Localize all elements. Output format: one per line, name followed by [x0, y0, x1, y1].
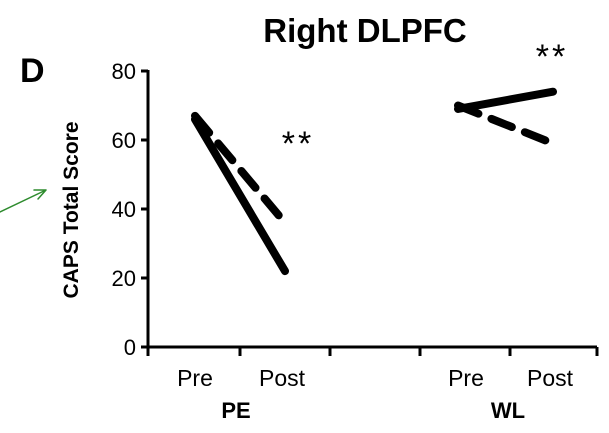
arrow-icon: [0, 189, 47, 213]
chart-title: Right DLPFC: [263, 12, 466, 49]
significance-marker: **: [282, 125, 314, 163]
panel-label: D: [20, 52, 45, 90]
y-tick-label: 20: [112, 266, 136, 291]
group-label: PE: [221, 398, 250, 423]
x-tick-label: Post: [527, 365, 574, 391]
plot-area: [191, 87, 557, 276]
series-line-dashed: [454, 101, 557, 148]
y-tick-label: 40: [112, 197, 136, 222]
axes: [141, 69, 599, 356]
series-line-solid: [191, 115, 289, 276]
y-tick-label: 80: [112, 59, 136, 84]
series-line-solid: [454, 87, 557, 113]
y-tick-label: 0: [124, 335, 136, 360]
y-axis-label: CAPS Total Score: [60, 122, 83, 299]
series-line-dashed: [191, 111, 289, 227]
y-tick-label: 60: [112, 128, 136, 153]
x-tick-label: Post: [259, 365, 306, 391]
x-tick-label: Pre: [448, 365, 484, 391]
x-tick-label: Pre: [177, 365, 213, 391]
significance-marker: **: [536, 38, 568, 76]
group-label: WL: [491, 398, 525, 423]
